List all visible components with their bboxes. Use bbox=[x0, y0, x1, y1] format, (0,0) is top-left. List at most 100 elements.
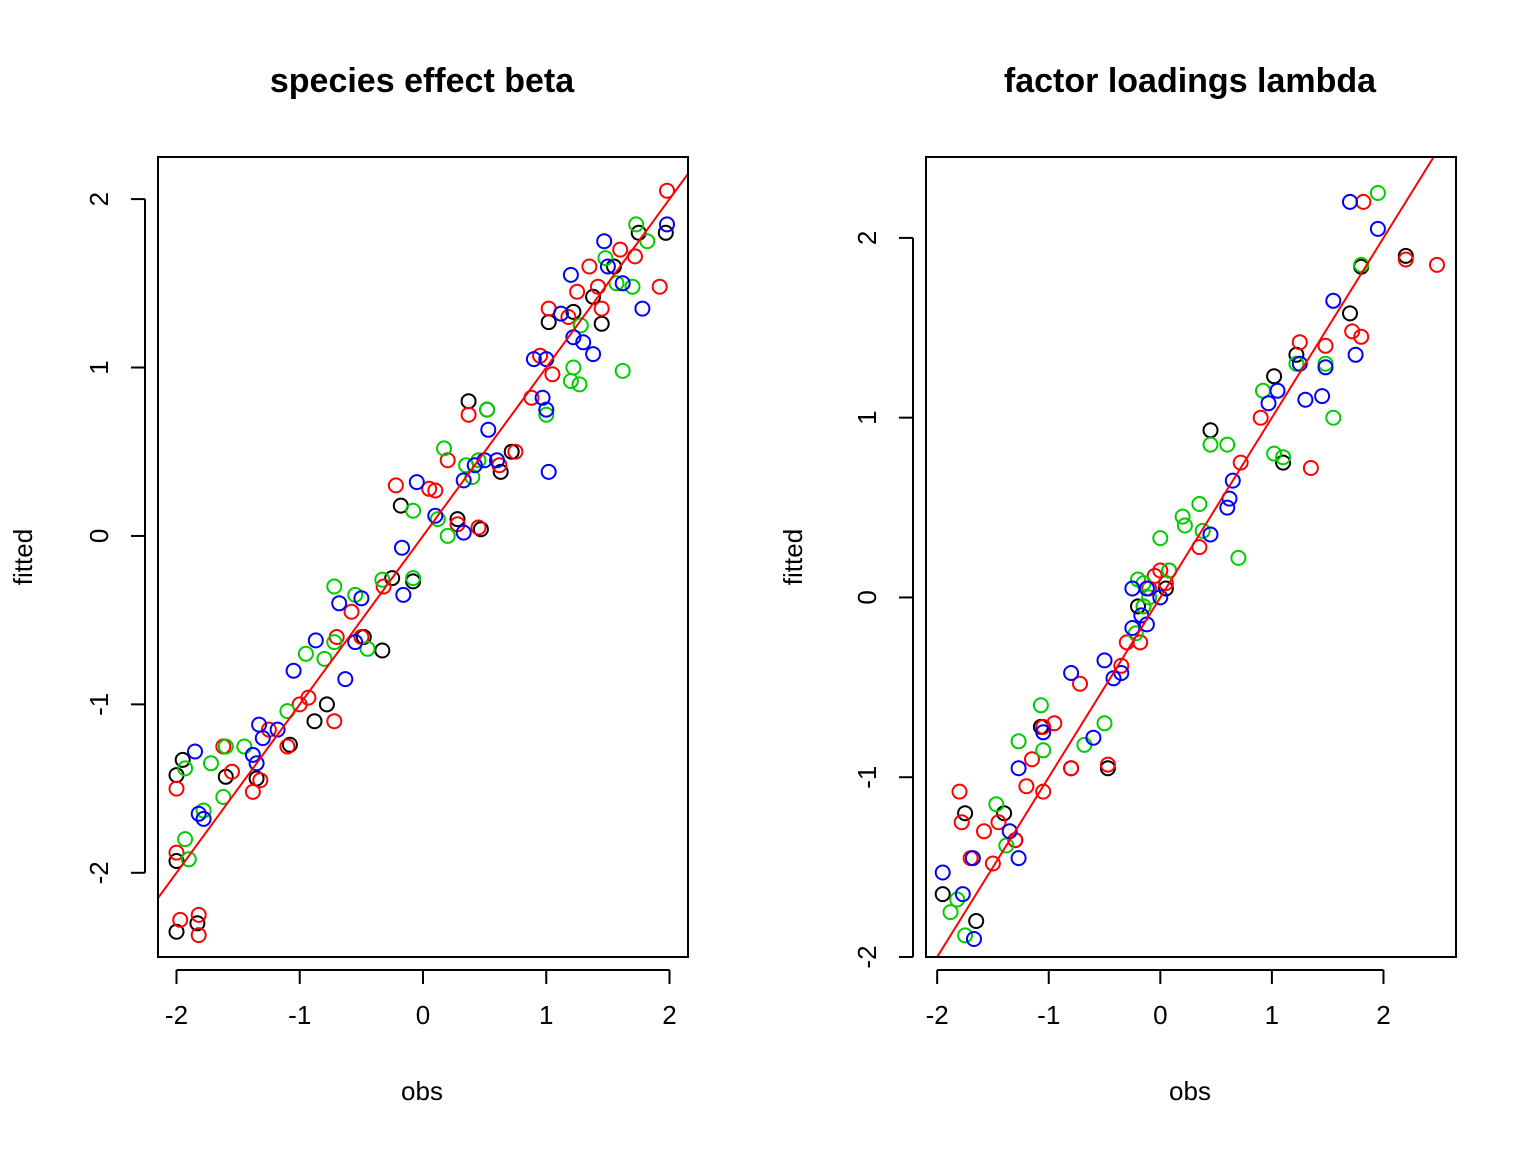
data-point bbox=[248, 755, 265, 772]
y-tick-label: -2 bbox=[84, 861, 114, 884]
x-tick-label: -2 bbox=[165, 1000, 188, 1030]
data-point bbox=[1152, 589, 1169, 606]
data-point bbox=[1032, 697, 1049, 714]
data-point bbox=[1275, 449, 1292, 466]
data-point bbox=[1325, 292, 1342, 309]
data-point bbox=[1010, 733, 1027, 750]
data-point bbox=[353, 590, 370, 607]
data-point bbox=[562, 266, 579, 283]
data-point bbox=[1230, 549, 1247, 566]
data-point bbox=[224, 763, 240, 780]
data-point bbox=[624, 278, 641, 295]
data-point bbox=[1269, 382, 1286, 399]
data-point bbox=[630, 224, 647, 241]
data-point bbox=[318, 696, 335, 713]
data-point bbox=[1076, 736, 1093, 753]
data-point bbox=[1342, 305, 1358, 322]
data-point bbox=[195, 810, 212, 827]
data-point bbox=[1063, 665, 1080, 681]
data-point bbox=[538, 406, 555, 423]
data-point bbox=[405, 570, 422, 587]
data-point bbox=[553, 305, 569, 322]
data-point bbox=[1157, 580, 1174, 597]
data-point bbox=[1302, 460, 1319, 476]
y-tick-label: -1 bbox=[852, 766, 882, 789]
y-tick-label: 2 bbox=[84, 192, 114, 206]
data-point bbox=[1124, 580, 1141, 597]
data-point bbox=[984, 855, 1001, 872]
data-point bbox=[190, 805, 207, 822]
data-point bbox=[957, 927, 974, 944]
x-tick-label: -1 bbox=[1037, 1000, 1060, 1030]
data-point bbox=[1035, 718, 1052, 735]
data-point bbox=[343, 603, 360, 620]
data-point bbox=[168, 853, 185, 869]
data-point bbox=[460, 393, 477, 410]
plot-area: -2 -1 0 1 2 -2 -1 0 1 2 bbox=[84, 156, 689, 1030]
data-point bbox=[244, 746, 261, 763]
data-point bbox=[316, 650, 333, 667]
plot-area: -2 -1 0 1 2 -2 -1 0 1 2 bbox=[852, 156, 1457, 1030]
data-point bbox=[1174, 508, 1191, 525]
data-point bbox=[540, 314, 557, 331]
data-point bbox=[1191, 496, 1208, 512]
data-point bbox=[657, 224, 674, 241]
data-point bbox=[585, 346, 602, 363]
data-point bbox=[1397, 251, 1414, 268]
data-point bbox=[572, 317, 589, 334]
x-tick-label: 1 bbox=[1265, 1000, 1279, 1030]
data-point bbox=[1007, 832, 1024, 849]
data-point bbox=[540, 463, 557, 480]
data-point bbox=[1152, 530, 1169, 547]
data-point bbox=[544, 366, 561, 383]
data-point bbox=[1325, 409, 1342, 426]
chart-title: factor loadings lambda bbox=[1004, 62, 1377, 100]
data-point bbox=[168, 844, 185, 861]
data-point bbox=[1085, 729, 1102, 746]
data-point bbox=[614, 362, 631, 379]
data-point bbox=[988, 796, 1005, 813]
panel-species-effect-beta: species effect beta obs fitted -2 -1 0 1 2-2… bbox=[8, 62, 689, 1106]
data-point bbox=[1275, 454, 1292, 471]
data-point bbox=[953, 814, 970, 831]
chart-title: species effect beta bbox=[270, 62, 575, 100]
data-point bbox=[254, 730, 271, 747]
data-point bbox=[942, 904, 959, 921]
data-point bbox=[565, 359, 582, 376]
reference-line bbox=[935, 157, 1435, 957]
data-point bbox=[374, 642, 391, 659]
data-point bbox=[976, 823, 992, 840]
data-point bbox=[217, 738, 234, 755]
y-tick-label: 0 bbox=[852, 590, 882, 604]
data-point bbox=[968, 913, 985, 929]
x-tick-label: 2 bbox=[1376, 1000, 1390, 1030]
data-point bbox=[525, 351, 542, 368]
data-point bbox=[954, 886, 971, 903]
data-point bbox=[565, 303, 582, 320]
y-axis-label: fitted bbox=[8, 529, 38, 585]
data-point bbox=[427, 507, 444, 524]
data-point bbox=[964, 850, 981, 867]
data-point bbox=[1317, 337, 1334, 354]
reference-line bbox=[158, 172, 688, 900]
data-point bbox=[436, 440, 452, 457]
data-point bbox=[326, 578, 343, 595]
data-point bbox=[1224, 472, 1241, 489]
y-tick-label: 1 bbox=[852, 410, 882, 424]
data-point bbox=[285, 662, 302, 679]
x-tick-label: -2 bbox=[926, 1000, 949, 1030]
data-point bbox=[1291, 355, 1308, 372]
data-point bbox=[180, 851, 197, 868]
data-point bbox=[394, 539, 410, 556]
data-point bbox=[1072, 675, 1088, 692]
y-tick-label: -2 bbox=[852, 945, 882, 968]
data-point bbox=[569, 283, 586, 300]
data-point bbox=[1219, 436, 1236, 453]
data-point bbox=[279, 738, 296, 755]
data-point bbox=[187, 743, 203, 760]
y-axis-label: fitted bbox=[778, 529, 808, 585]
data-point bbox=[659, 182, 675, 199]
data-point bbox=[470, 519, 487, 536]
data-point bbox=[168, 780, 185, 797]
data-point bbox=[439, 527, 456, 544]
